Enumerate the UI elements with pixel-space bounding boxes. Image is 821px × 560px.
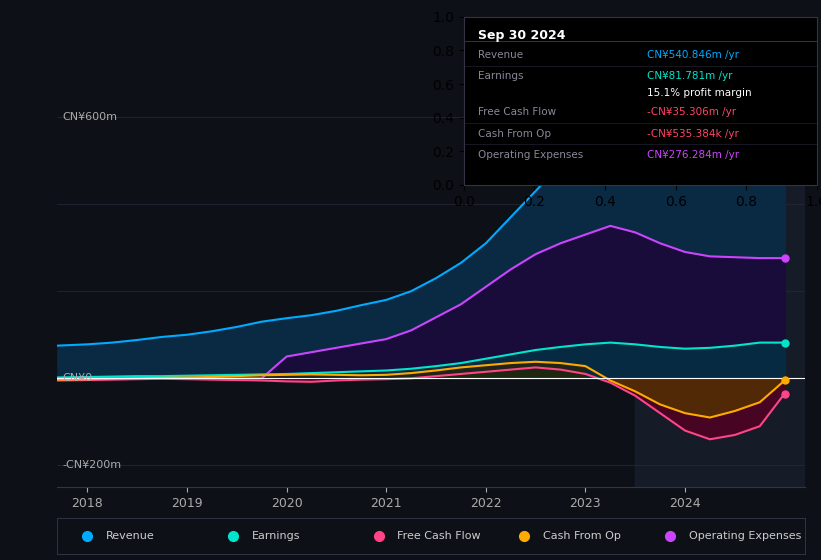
- Text: CN¥81.781m /yr: CN¥81.781m /yr: [648, 72, 733, 81]
- Text: -CN¥535.384k /yr: -CN¥535.384k /yr: [648, 129, 740, 138]
- Text: CN¥540.846m /yr: CN¥540.846m /yr: [648, 50, 740, 59]
- Text: Operating Expenses: Operating Expenses: [689, 531, 801, 541]
- Text: -CN¥200m: -CN¥200m: [62, 460, 122, 470]
- Text: 15.1% profit margin: 15.1% profit margin: [648, 88, 752, 98]
- Text: Cash From Op: Cash From Op: [544, 531, 621, 541]
- Text: Revenue: Revenue: [106, 531, 155, 541]
- Text: Revenue: Revenue: [478, 50, 523, 59]
- Text: Sep 30 2024: Sep 30 2024: [478, 29, 566, 41]
- Text: CN¥276.284m /yr: CN¥276.284m /yr: [648, 150, 740, 160]
- Text: Earnings: Earnings: [478, 72, 524, 81]
- Bar: [635, 95, 805, 487]
- Text: Free Cash Flow: Free Cash Flow: [478, 107, 556, 117]
- Text: -CN¥35.306m /yr: -CN¥35.306m /yr: [648, 107, 736, 117]
- Text: Free Cash Flow: Free Cash Flow: [397, 531, 481, 541]
- Text: CN¥600m: CN¥600m: [62, 112, 117, 122]
- Text: Cash From Op: Cash From Op: [478, 129, 551, 138]
- Text: Earnings: Earnings: [252, 531, 300, 541]
- Text: Operating Expenses: Operating Expenses: [478, 150, 583, 160]
- Text: CN¥0: CN¥0: [62, 374, 93, 383]
